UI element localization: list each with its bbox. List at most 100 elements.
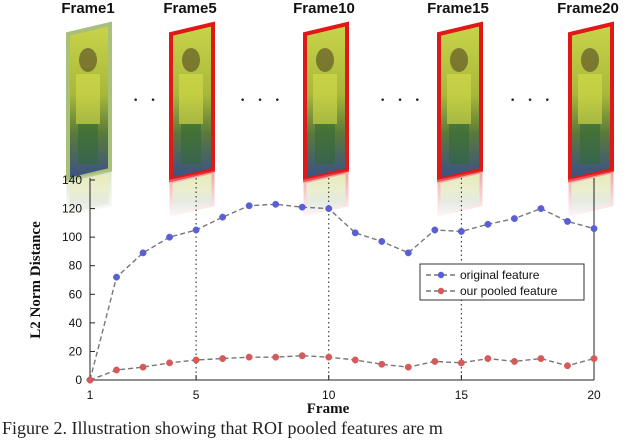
x-tick-label: 20 — [587, 388, 601, 402]
person-head-shape — [79, 48, 97, 72]
data-point — [431, 357, 439, 365]
y-tick-label: 40 — [69, 316, 83, 330]
ellipsis-4: · · · — [510, 92, 555, 109]
data-point — [86, 376, 94, 384]
data-point — [484, 220, 492, 228]
x-tick-label: 1 — [87, 388, 94, 402]
frame-thumbnail-2 — [168, 21, 216, 220]
data-point — [298, 352, 306, 360]
data-point — [378, 360, 386, 368]
ellipsis-2: · · · — [240, 92, 285, 109]
data-point — [139, 363, 147, 371]
person-torso-shape — [578, 74, 602, 124]
data-point — [219, 355, 227, 363]
legend-label: our pooled feature — [460, 284, 558, 298]
data-point — [351, 229, 359, 237]
reflection-fade — [65, 170, 113, 220]
data-point — [404, 249, 412, 257]
series-layer — [86, 200, 598, 384]
data-point — [404, 363, 412, 371]
y-tick-label: 60 — [69, 287, 83, 301]
y-tick-label: 0 — [75, 373, 82, 387]
frame-thumbnail-5 — [567, 21, 615, 380]
y-tick-label: 20 — [69, 344, 83, 358]
data-point — [351, 356, 359, 364]
legend-box — [419, 263, 585, 301]
y-tick-label: 80 — [69, 259, 83, 273]
data-point — [537, 355, 545, 363]
series-line — [89, 355, 595, 381]
person-torso-shape — [179, 74, 203, 124]
y-tick-label: 140 — [62, 173, 82, 187]
data-point — [219, 213, 227, 221]
data-point — [457, 227, 465, 235]
data-point — [457, 359, 465, 367]
data-point — [192, 226, 200, 234]
data-point — [484, 355, 492, 363]
x-tick-label: 10 — [322, 388, 336, 402]
person-legs-shape — [315, 124, 335, 164]
x-tick-label: 15 — [455, 388, 469, 402]
reflection-fade — [436, 170, 484, 220]
frame-thumbnail-3 — [302, 21, 350, 220]
person-head-shape — [581, 48, 599, 72]
person-torso-shape — [313, 74, 337, 124]
data-point — [325, 353, 333, 361]
legend-marker — [437, 271, 445, 279]
data-point — [166, 233, 174, 241]
data-point — [298, 203, 306, 211]
frame-thumbnail-4 — [436, 21, 484, 220]
data-point — [510, 215, 518, 223]
person-torso-shape — [447, 74, 471, 124]
data-point — [378, 237, 386, 245]
person-head-shape — [316, 48, 334, 72]
person-legs-shape — [449, 124, 469, 164]
reflection-fade — [567, 170, 615, 220]
data-point — [272, 353, 280, 361]
data-point — [590, 225, 598, 233]
y-tick-label: 120 — [62, 202, 82, 216]
data-point — [325, 205, 333, 213]
data-point — [431, 226, 439, 234]
data-point — [113, 273, 120, 281]
legend-label: original feature — [460, 268, 540, 282]
frame-label-1: Frame1 — [61, 0, 115, 17]
frame-label-15: Frame15 — [427, 0, 489, 17]
y-axis-label: L2 Norm Distance — [28, 221, 44, 339]
y-tick-label: 100 — [62, 230, 82, 244]
series-2 — [86, 352, 598, 384]
reflection-fade — [168, 170, 216, 220]
person-torso-shape — [76, 74, 100, 124]
ellipsis-1: · · — [133, 92, 160, 109]
data-point — [564, 217, 571, 225]
person-legs-shape — [181, 124, 201, 164]
person-legs-shape — [580, 124, 600, 164]
series-line — [89, 203, 595, 381]
data-point — [245, 202, 253, 210]
data-point — [192, 356, 200, 364]
legend-marker — [437, 287, 445, 295]
frame-label-20: Frame20 — [557, 0, 619, 17]
data-point — [113, 366, 120, 374]
legend: original feature our pooled feature — [419, 263, 585, 301]
data-point — [564, 362, 571, 370]
data-point — [590, 355, 598, 363]
series-1 — [86, 200, 598, 384]
data-point — [510, 357, 518, 365]
frame-label-10: Frame10 — [293, 0, 355, 17]
ellipsis-3: · · · — [380, 92, 425, 109]
data-point — [139, 249, 147, 257]
person-legs-shape — [78, 124, 98, 164]
data-point — [245, 353, 253, 361]
data-point — [272, 200, 280, 208]
x-axis-label: Frame — [307, 401, 350, 417]
frame-label-5: Frame5 — [163, 0, 217, 17]
x-tick-label: 5 — [193, 388, 200, 402]
data-point — [537, 205, 545, 213]
person-head-shape — [182, 48, 200, 72]
frame-thumbnails — [65, 21, 615, 380]
person-head-shape — [450, 48, 468, 72]
data-point — [166, 359, 174, 367]
